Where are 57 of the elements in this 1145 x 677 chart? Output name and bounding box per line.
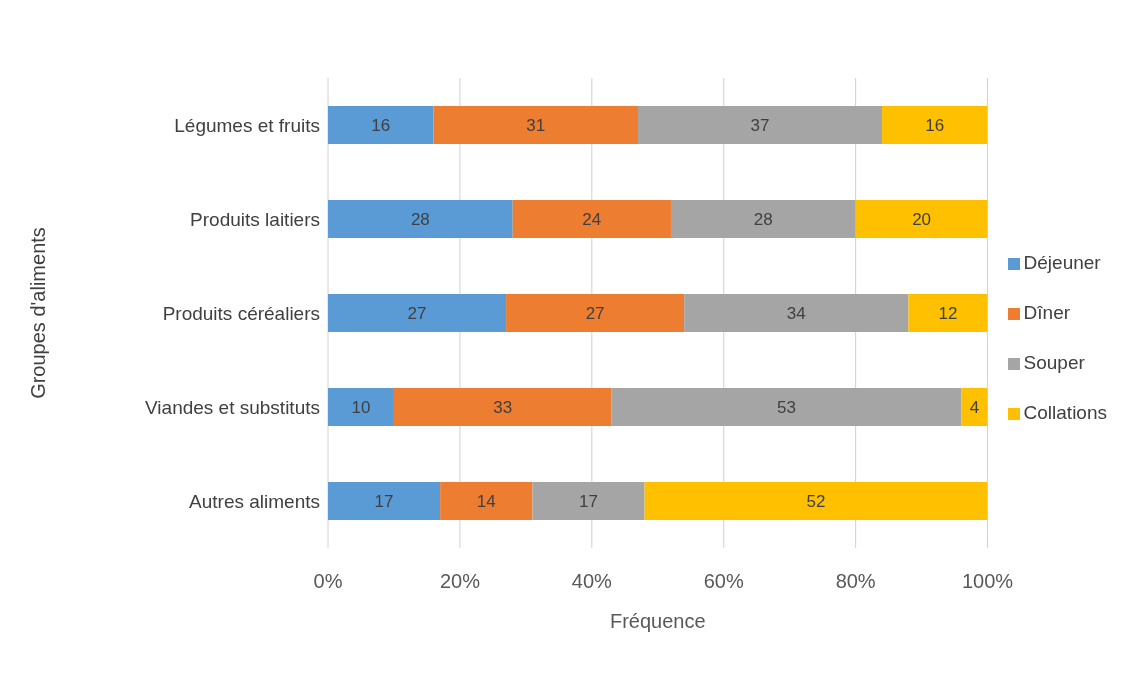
data-label: 53: [776, 398, 796, 418]
x-tick-label: 60%: [703, 570, 744, 593]
legend-label: Collations: [1023, 402, 1107, 423]
data-label: 4: [969, 398, 980, 418]
data-label: 17: [579, 492, 598, 512]
bar: [328, 294, 507, 332]
data-label: 34: [786, 304, 806, 324]
bar: [512, 200, 671, 238]
bar: [684, 294, 909, 332]
bar: [393, 388, 612, 426]
data-label: 17: [374, 492, 394, 512]
data-label: 27: [585, 304, 605, 324]
bar: [855, 200, 988, 238]
data-label: 31: [526, 116, 546, 136]
y-axis-title: Groupes d'aliments: [27, 227, 50, 399]
data-label: 10: [351, 398, 371, 418]
y-tick-label: Viandes et substituts: [145, 396, 320, 418]
legend-label: Déjeuner: [1023, 252, 1101, 273]
bar: [611, 388, 962, 426]
bar: [328, 106, 434, 144]
y-tick-label: Autres aliments: [189, 490, 320, 512]
bar: [961, 388, 988, 426]
data-label: 14: [476, 492, 496, 512]
bar: [637, 106, 883, 144]
data-label: 33: [493, 398, 513, 418]
data-label: 28: [753, 210, 773, 230]
bar: [328, 482, 441, 520]
data-label: 24: [582, 210, 602, 230]
bar: [506, 294, 685, 332]
data-label: 52: [806, 492, 826, 512]
x-tick-label: 20%: [439, 570, 481, 593]
data-label: 16: [925, 116, 945, 136]
bar: [644, 482, 988, 520]
x-tick-label: 100%: [961, 570, 1014, 593]
x-axis-title: Fréquence: [609, 610, 706, 632]
y-tick-label: Produits céréaliers: [162, 302, 320, 324]
bar: [328, 388, 394, 426]
bar: [908, 294, 988, 332]
data-label: 37: [750, 116, 770, 136]
bar: [670, 200, 856, 238]
data-label: 12: [938, 304, 958, 324]
x-tick-label: 40%: [571, 570, 613, 593]
x-tick-label: 0%: [313, 570, 343, 593]
data-label: 20: [912, 210, 932, 230]
data-label: 16: [371, 116, 391, 136]
data-label: 28: [410, 210, 430, 230]
bar: [440, 482, 533, 520]
legend-label: Souper: [1023, 352, 1085, 373]
bar: [328, 200, 513, 238]
y-tick-label: Produits laitiers: [190, 208, 320, 230]
bar: [882, 106, 988, 144]
bar: [532, 482, 645, 520]
bar: [433, 106, 638, 144]
x-tick-label: 80%: [835, 570, 876, 593]
data-label: 27: [407, 304, 427, 324]
y-tick-label: Légumes et fruits: [174, 114, 320, 136]
legend-label: Dîner: [1023, 302, 1071, 323]
